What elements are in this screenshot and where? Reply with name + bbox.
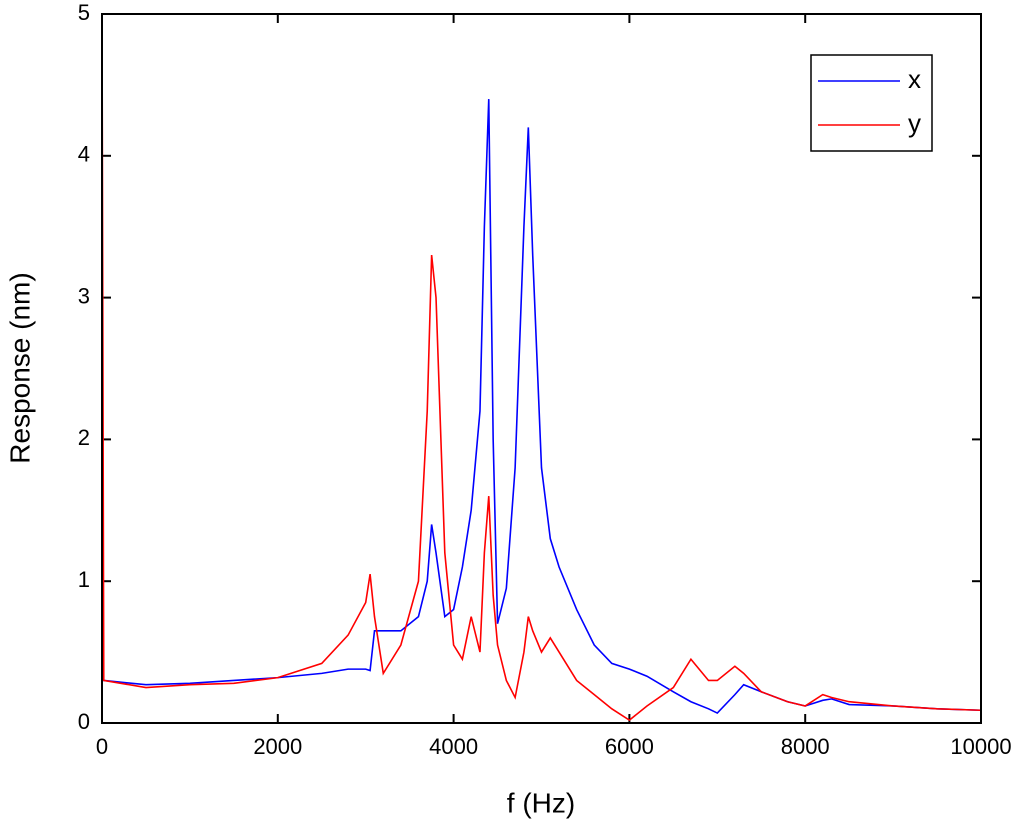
x-tick-label: 10000 bbox=[950, 734, 1011, 759]
x-tick-label: 6000 bbox=[605, 734, 654, 759]
x-tick-label: 0 bbox=[96, 734, 108, 759]
legend-box bbox=[810, 54, 933, 152]
legend-label: y bbox=[908, 108, 921, 138]
x-tick-label: 4000 bbox=[429, 734, 478, 759]
x-tick-label: 8000 bbox=[781, 734, 830, 759]
y-tick-label: 5 bbox=[78, 0, 90, 25]
x-axis-title: f (Hz) bbox=[507, 787, 575, 818]
y-tick-label: 0 bbox=[78, 709, 90, 734]
series-line bbox=[102, 13, 981, 722]
y-tick-label: 1 bbox=[78, 567, 90, 592]
series-line bbox=[102, 99, 981, 715]
plot-frame bbox=[101, 13, 982, 724]
y-tick-label: 4 bbox=[78, 142, 90, 167]
x-tick-label: 2000 bbox=[253, 734, 302, 759]
y-tick-label: 3 bbox=[78, 283, 90, 308]
y-tick-label: 2 bbox=[78, 425, 90, 450]
y-axis-title: Response (nm) bbox=[4, 272, 35, 463]
legend-label: x bbox=[908, 64, 921, 94]
